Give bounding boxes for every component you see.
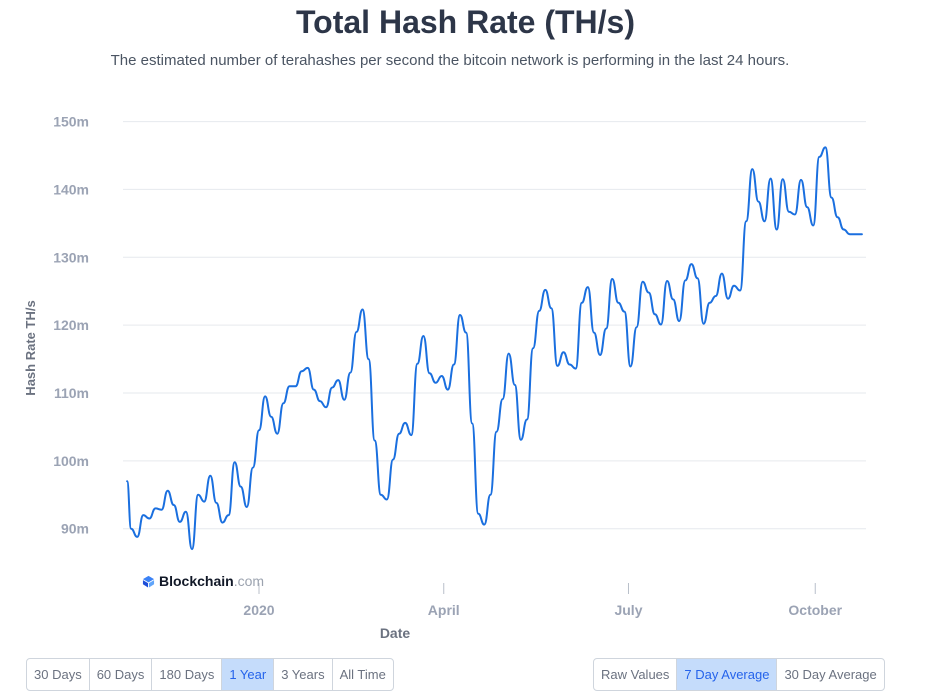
x-tick-label: 2020 bbox=[243, 602, 274, 618]
blockchain-logo-icon bbox=[142, 575, 155, 588]
y-tick-label: 140m bbox=[53, 181, 89, 197]
range-all-time-button[interactable]: All Time bbox=[339, 667, 386, 682]
y-tick-label: 150m bbox=[53, 114, 89, 130]
range-3-years-button[interactable]: 3 Years bbox=[274, 659, 333, 690]
x-axis-label: Date bbox=[380, 625, 411, 641]
x-tick-label: July bbox=[614, 602, 642, 618]
watermark-suffix: .com bbox=[233, 573, 265, 589]
blockchain-watermark: Blockchain .com bbox=[142, 573, 264, 589]
range-1-year-button[interactable]: 1 Year bbox=[222, 659, 275, 690]
range-30-days-button[interactable]: 30 Days bbox=[27, 659, 90, 690]
y-tick-label: 130m bbox=[53, 249, 89, 265]
series-line bbox=[126, 146, 863, 551]
range-180-days-button[interactable]: 180 Days bbox=[152, 659, 223, 690]
range-60-days-button[interactable]: 60 Days bbox=[90, 659, 153, 690]
page-title: Total Hash Rate (TH/s) bbox=[296, 4, 635, 40]
watermark-brand: Blockchain bbox=[159, 573, 234, 589]
x-tick-label: April bbox=[428, 602, 460, 618]
thirty-day-average-button[interactable]: 30 Day Average bbox=[784, 667, 877, 682]
y-tick-label: 120m bbox=[53, 317, 89, 333]
seven-day-average-button[interactable]: 7 Day Average bbox=[677, 659, 778, 690]
page-subtitle: The estimated number of terahashes per s… bbox=[110, 52, 790, 69]
y-tick-label: 110m bbox=[54, 385, 89, 401]
time-range-selector: 30 Days 60 Days 180 Days 1 Year 3 Years … bbox=[26, 658, 394, 691]
raw-values-button[interactable]: Raw Values bbox=[594, 659, 678, 690]
y-tick-label: 100m bbox=[53, 453, 89, 469]
y-axis-ticks: 90m 100m 110m 120m 130m 140m 150m bbox=[53, 114, 89, 537]
x-tick-label: October bbox=[788, 602, 842, 618]
x-axis-ticks: 2020 April July October bbox=[243, 583, 843, 618]
y-axis-label: Hash Rate TH/s bbox=[23, 300, 38, 395]
averaging-selector: Raw Values 7 Day Average 30 Day Average bbox=[593, 658, 885, 691]
y-tick-label: 90m bbox=[61, 521, 89, 537]
